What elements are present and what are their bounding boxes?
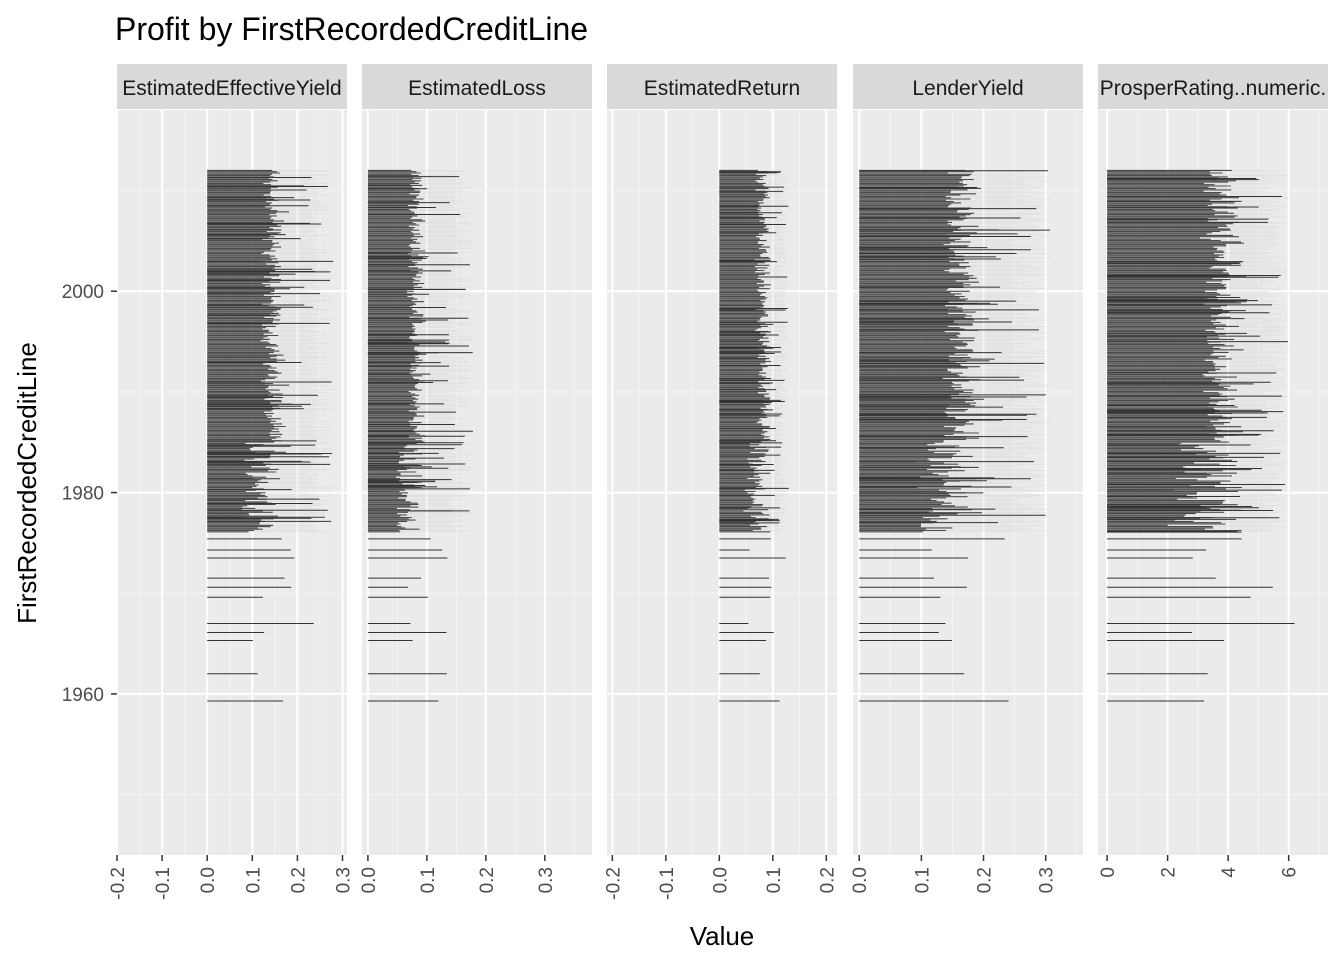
x-tick-label: 2 [1159, 867, 1180, 878]
y-tick-label: 1980 [62, 484, 104, 505]
x-tick-label: 0.0 [359, 867, 380, 893]
facet-panel: EstimatedLoss 0.0 0.1 0.2 0.3 [359, 64, 592, 893]
facet-label: EstimatedEffectiveYield [122, 77, 341, 100]
y-axis: 1960 1980 2000 [62, 282, 117, 706]
facet-strip [853, 64, 1083, 109]
x-tick-label: -0.1 [657, 867, 678, 900]
x-tick-label: 0.3 [333, 867, 354, 893]
x-tick-label: 0.1 [764, 867, 785, 893]
facet-strip [117, 64, 347, 109]
x-axis-title: Value [690, 921, 755, 951]
facet-label: LenderYield [912, 77, 1023, 100]
facet-label: ProsperRating..numeric. [1100, 77, 1326, 100]
y-axis-title: FirstRecordedCreditLine [12, 342, 42, 624]
bars [719, 169, 789, 702]
x-tick-label: -0.1 [153, 867, 174, 900]
x-tick-label: 0.1 [243, 867, 264, 893]
x-tick-label: 4 [1219, 867, 1240, 878]
facet-panel: ProsperRating..numeric. 0 2 4 6 [1098, 64, 1328, 878]
x-tick-label: 0 [1098, 867, 1119, 878]
facet-label: EstimatedLoss [408, 77, 546, 100]
x-tick-label: 0.1 [418, 867, 439, 893]
chart-title: Profit by FirstRecordedCreditLine [115, 11, 588, 47]
facet-panels: EstimatedEffectiveYield -0.2 -0.1 0.0 0.1 0.2… [108, 64, 1328, 900]
y-tick-label: 1960 [62, 685, 104, 706]
facet-panel: EstimatedEffectiveYield -0.2 -0.1 0.0 0.1 0.2… [108, 64, 354, 900]
bars [207, 169, 334, 702]
x-tick-label: 0.0 [710, 867, 731, 893]
bars [1107, 169, 1295, 702]
x-tick-label: 0.2 [975, 867, 996, 893]
x-tick-label: 0.1 [912, 867, 933, 893]
facet-strip [607, 64, 837, 109]
x-tick-label: 0.2 [288, 867, 309, 893]
x-tick-label: 6 [1280, 867, 1301, 878]
x-tick-label: 0.3 [1037, 867, 1058, 893]
x-tick-label: 0.0 [198, 867, 219, 893]
bars [859, 169, 1052, 702]
x-tick-label: -0.2 [108, 867, 129, 900]
x-tick-label: -0.2 [603, 867, 624, 900]
bars [367, 169, 474, 702]
facet-strip [362, 64, 592, 109]
x-tick-label: 0.2 [477, 867, 498, 893]
x-tick-label: 0.3 [536, 867, 557, 893]
y-tick-label: 2000 [62, 282, 104, 303]
x-tick-label: 0.2 [817, 867, 838, 893]
facet-label: EstimatedReturn [644, 77, 800, 100]
facet-strip [1098, 64, 1328, 109]
facet-panel: LenderYield 0.0 0.1 0.2 0.3 [850, 64, 1083, 893]
x-tick-label: 0.0 [850, 867, 871, 893]
facet-panel: EstimatedReturn -0.2 -0.1 0.0 0.1 0.2 [603, 64, 838, 900]
